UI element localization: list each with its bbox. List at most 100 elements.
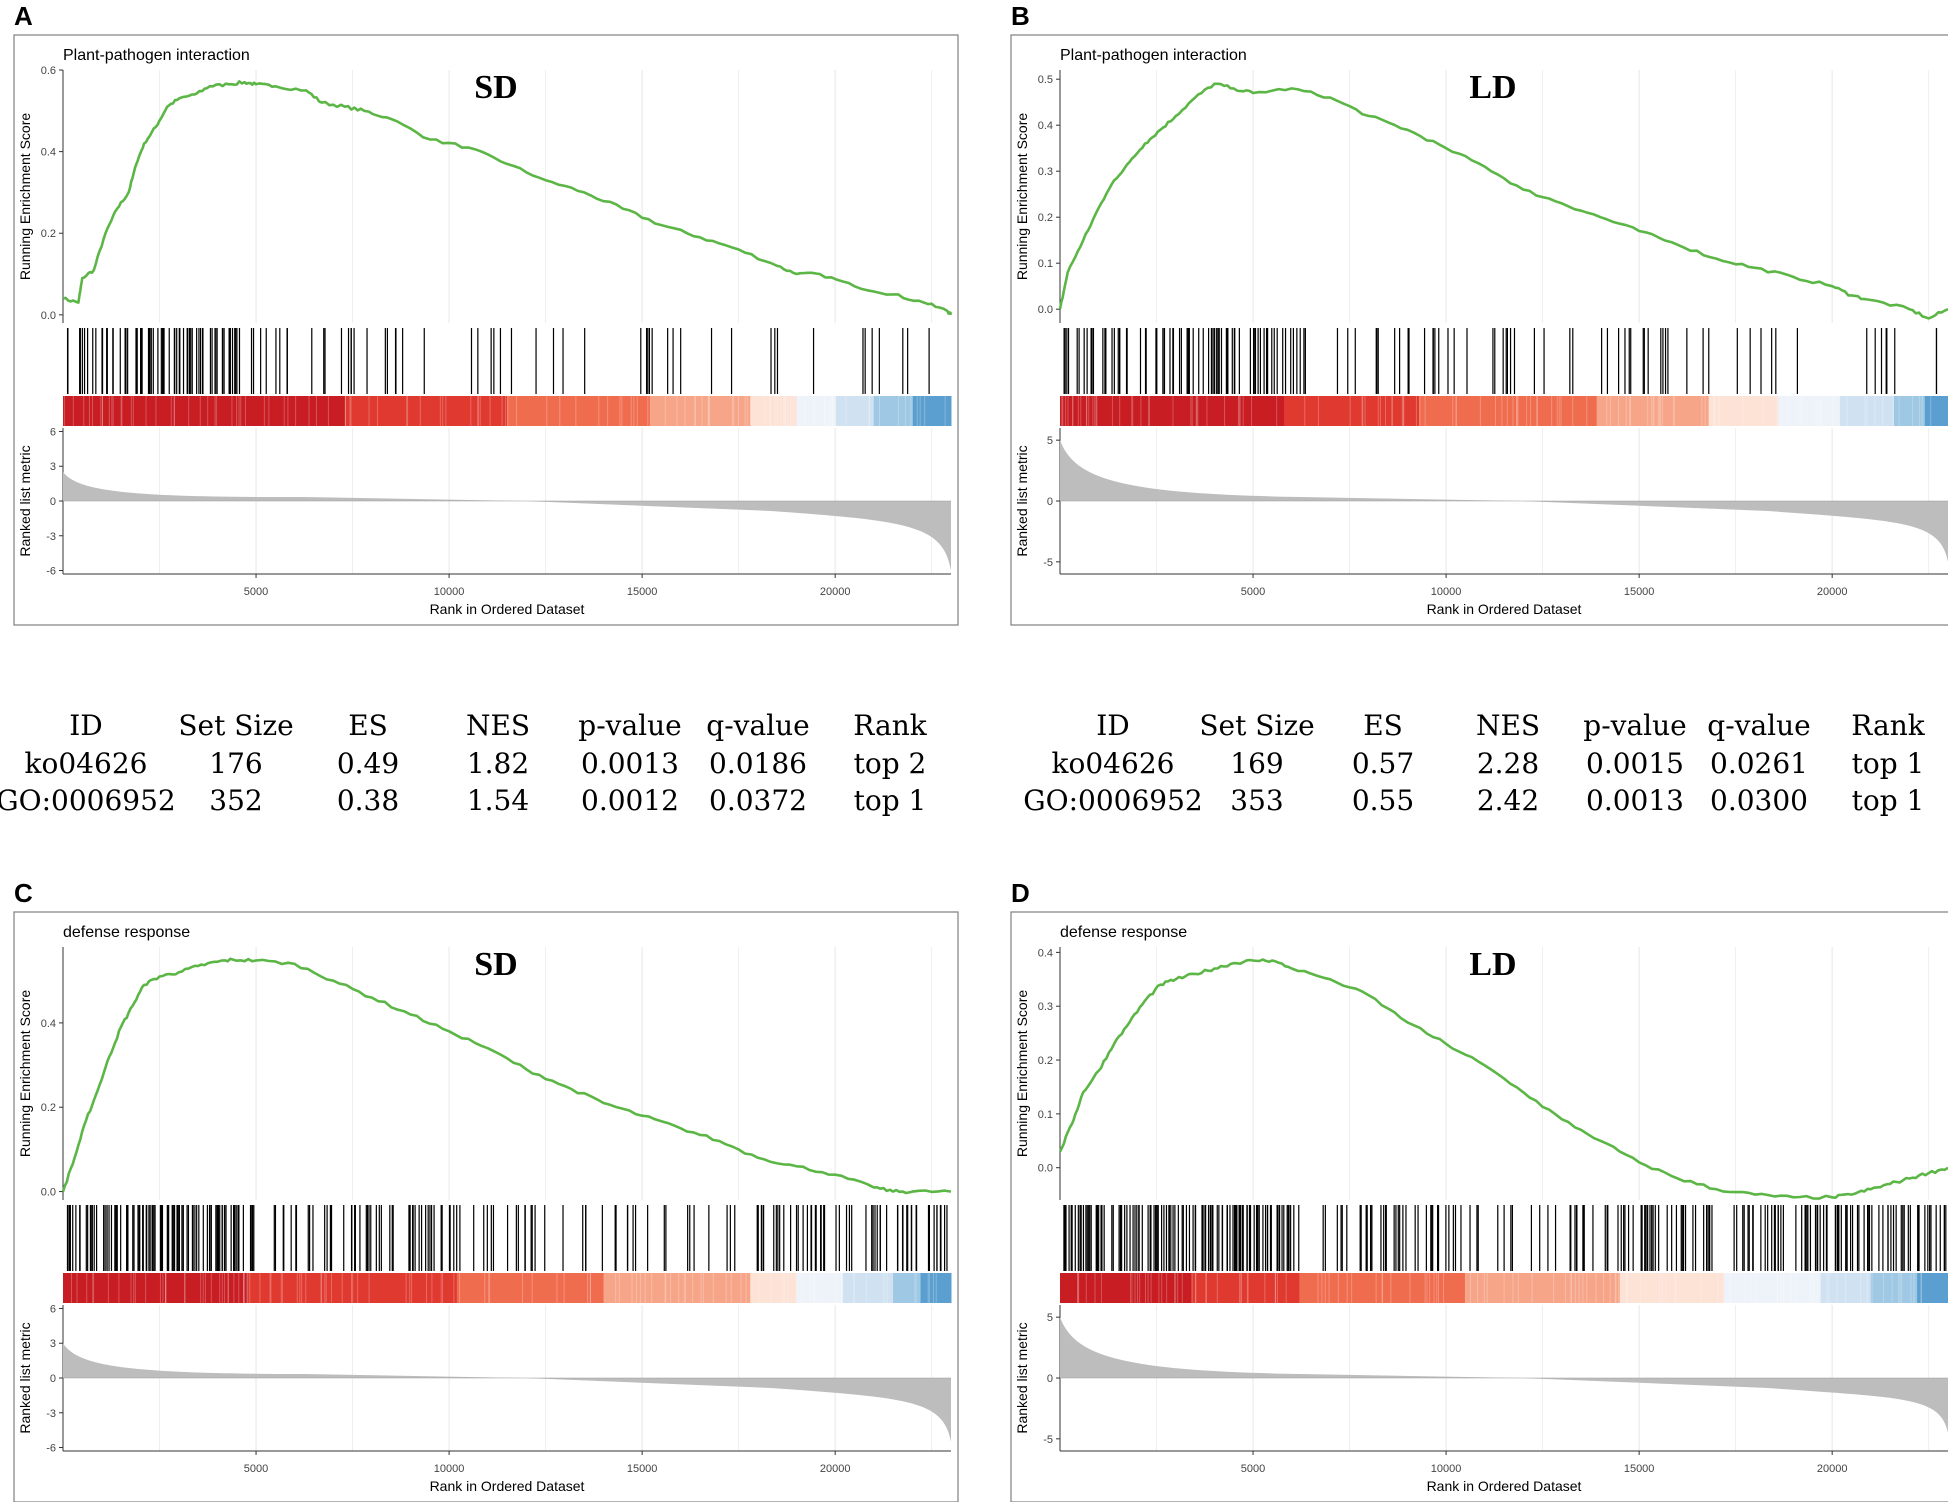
table-header-cell: q-value — [1707, 709, 1810, 742]
enrichment-score-curve — [1058, 958, 1948, 1200]
x-axis-title: Rank in Ordered Dataset — [1427, 601, 1582, 617]
x-tick-label: 20000 — [1817, 1463, 1848, 1475]
table-cell: top 2 — [854, 747, 927, 780]
x-tick-label: 5000 — [1241, 586, 1265, 598]
x-tick-label: 5000 — [244, 586, 268, 598]
metric-tick-label: -3 — [46, 531, 56, 543]
color-bar-segment — [1778, 396, 1841, 426]
x-axis-title: Rank in Ordered Dataset — [1427, 1478, 1582, 1494]
table-header-cell: Rank — [1851, 709, 1925, 742]
y-tick-label: 0.0 — [1038, 304, 1053, 316]
enrichment-score-curve — [1058, 82, 1948, 320]
table-header-cell: Set Size — [178, 709, 293, 742]
color-bar-segment — [842, 1273, 894, 1303]
x-axis-title: Rank in Ordered Dataset — [430, 601, 585, 617]
table-header-cell: Set Size — [1199, 709, 1314, 742]
x-tick-label: 20000 — [820, 1463, 851, 1475]
color-bar-segment — [796, 1273, 844, 1303]
color-bar-segment — [248, 1273, 458, 1303]
color-bar-segment — [1708, 396, 1779, 426]
panel-border — [1010, 911, 1948, 1502]
table-header-cell: NES — [1476, 709, 1540, 742]
panel-border — [13, 911, 959, 1502]
table-header-cell: ES — [1363, 709, 1403, 742]
rank-color-bar — [1060, 1273, 1948, 1303]
table-header-cell: ID — [1096, 709, 1130, 742]
y-tick-label: 0.2 — [1038, 212, 1053, 224]
metric-tick-label: -6 — [46, 566, 56, 578]
color-bar-segment — [1917, 1273, 1948, 1303]
y-tick-label: 0.0 — [41, 310, 56, 322]
x-tick-label: 15000 — [627, 1463, 658, 1475]
enrichment-score-curve — [62, 80, 953, 316]
color-bar-segment — [507, 396, 651, 426]
color-bar-segment — [1060, 1273, 1192, 1303]
color-bar-segment — [873, 396, 913, 426]
color-bar-segment — [456, 1273, 605, 1303]
color-bar-segment — [603, 1273, 751, 1303]
table-cell: top 1 — [1852, 784, 1925, 817]
metric-tick-label: 5 — [1047, 1312, 1053, 1324]
color-bar-segment — [1893, 396, 1926, 426]
color-bar-segment — [1465, 1273, 1621, 1303]
table-header-cell: ES — [348, 709, 388, 742]
condition-label: LD — [1469, 946, 1516, 983]
table-cell: 0.0261 — [1710, 747, 1808, 780]
y-tick-label: 0.0 — [1038, 1163, 1053, 1175]
table-header-cell: NES — [466, 709, 530, 742]
y-tick-label: 0.2 — [41, 1102, 56, 1114]
table-cell: top 1 — [1852, 747, 1925, 780]
table-header-cell: q-value — [706, 709, 809, 742]
color-bar-segment — [1619, 1273, 1725, 1303]
table-cell: 1.54 — [467, 784, 529, 817]
table-cell: 0.57 — [1352, 747, 1414, 780]
table-cell: 0.0013 — [581, 747, 679, 780]
metric-tick-label: 6 — [50, 1303, 56, 1315]
metric-tick-label: 3 — [50, 461, 56, 473]
table-cell: 0.0015 — [1586, 747, 1684, 780]
y-tick-label: 0.4 — [41, 147, 56, 159]
condition-label: SD — [474, 69, 517, 106]
panel-label: B — [1011, 1, 1030, 31]
table-cell: 176 — [209, 747, 262, 780]
table-cell: 0.0013 — [1586, 784, 1684, 817]
panel-A: A Plant-pathogen interaction 0.0 0.2 0.4 0.6 R… — [13, 1, 959, 626]
color-bar-segment — [1924, 396, 1948, 426]
y-tick-label: 0.1 — [1038, 258, 1053, 270]
metric-tick-label: 0 — [1047, 496, 1053, 508]
metric-tick-label: 6 — [50, 426, 56, 438]
stats-table-sd: ID Set Size ES NES p-value q-value Rank ko04626… — [0, 709, 928, 817]
y-axis-title: Running Enrichment Score — [1014, 113, 1030, 281]
y-tick-label: 0.5 — [1038, 74, 1053, 86]
metric-axis-title: Ranked list metric — [1014, 445, 1030, 556]
gene-hit-barcode — [1063, 1205, 1947, 1271]
gene-hit-barcode — [1063, 328, 1938, 394]
color-bar-segment — [63, 1273, 249, 1303]
color-bar-segment — [649, 396, 751, 426]
x-tick-label: 20000 — [1817, 586, 1848, 598]
color-bar-segment — [835, 396, 875, 426]
color-bar-segment — [750, 1273, 798, 1303]
gene-hit-barcode — [66, 1205, 948, 1271]
x-tick-label: 10000 — [434, 586, 465, 598]
table-cell: 0.55 — [1352, 784, 1414, 817]
metric-tick-label: -3 — [46, 1408, 56, 1420]
table-cell: ko04626 — [1052, 747, 1175, 780]
table-header-cell: Rank — [853, 709, 927, 742]
y-tick-label: 0.2 — [41, 228, 56, 240]
metric-tick-label: 0 — [50, 1373, 56, 1385]
table-header-cell: p-value — [578, 709, 681, 742]
panel-border — [1010, 34, 1948, 626]
rank-color-bar — [1060, 396, 1948, 426]
stats-table-ld: ID Set Size ES NES p-value q-value Rank ko04626… — [1023, 709, 1925, 817]
condition-label: LD — [1469, 69, 1516, 106]
metric-axis-title: Ranked list metric — [17, 1322, 33, 1433]
panel-label: D — [1011, 878, 1030, 908]
color-bar-segment — [912, 396, 952, 426]
grid-lines — [159, 947, 933, 1451]
metric-tick-label: -5 — [1043, 1434, 1053, 1446]
y-axis-title: Running Enrichment Score — [1014, 990, 1030, 1158]
x-tick-label: 15000 — [1624, 586, 1655, 598]
color-bar-segment — [920, 1273, 952, 1303]
